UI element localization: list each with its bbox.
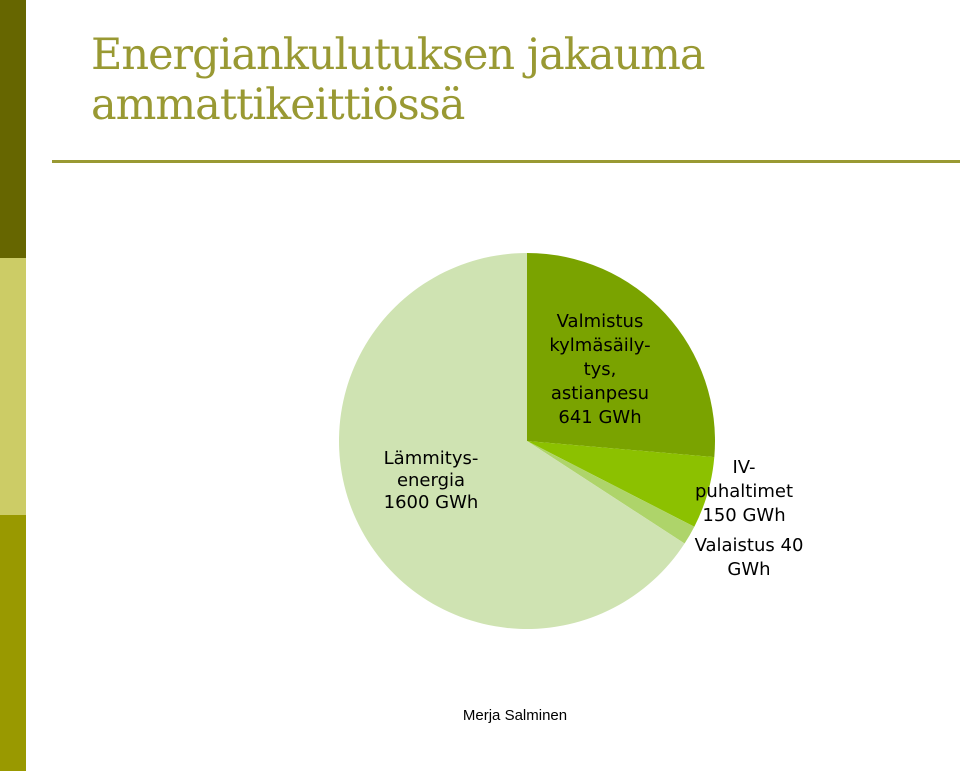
title-underline: [52, 160, 960, 163]
pie-label-lammitysenergia: Lämmitys-energia 1600 GWh: [361, 448, 501, 514]
pie-label-iv-puhaltimet: IV-puhaltimet 150 GWh: [679, 456, 809, 528]
slide-title-line-1: Energiankulutuksen jakauma: [91, 30, 706, 80]
pie-slice-valmistus: [527, 253, 715, 458]
pie-slice-lammitysenergia: [338, 253, 685, 629]
pie-label-line: kylmäsäily-: [549, 335, 651, 356]
pie-label-line: astianpesu: [550, 383, 650, 404]
pie-label-valmistus: Valmistus kylmäsäily-tys, astianpesu 641 GW…: [530, 310, 670, 430]
pie-label-valaistus: Valaistus 40 GWh: [684, 534, 814, 582]
pie-label-line: GWh: [727, 559, 771, 580]
pie-slice-iv-puhaltimet: [527, 441, 715, 527]
slide-title-line-2: ammattikeittiössä: [91, 80, 465, 130]
pie-label-line: tys,: [583, 359, 617, 380]
pie-label-line: Valaistus 40: [694, 535, 804, 556]
pie-label-line: 1600 GWh: [383, 492, 479, 513]
pie-label-line: Valmistus: [556, 311, 644, 332]
pie-label-line: energia: [396, 470, 466, 491]
pie-label-line: puhaltimet: [695, 481, 793, 502]
side-bar-middle: [0, 258, 26, 515]
side-bar-bottom: [0, 515, 26, 771]
side-bar-top: [0, 0, 26, 258]
pie-label-line: 150 GWh: [702, 505, 786, 526]
pie-label-line: Lämmitys-: [383, 448, 479, 469]
pie-label-line: 641 GWh: [558, 407, 642, 428]
pie-slice-valaistus: [527, 441, 695, 544]
pie-label-line: IV-: [732, 457, 756, 478]
slide-title: Energiankulutuksen jakauma ammattikeitti…: [91, 30, 706, 130]
slide-footer: Merja Salminen: [462, 707, 568, 724]
